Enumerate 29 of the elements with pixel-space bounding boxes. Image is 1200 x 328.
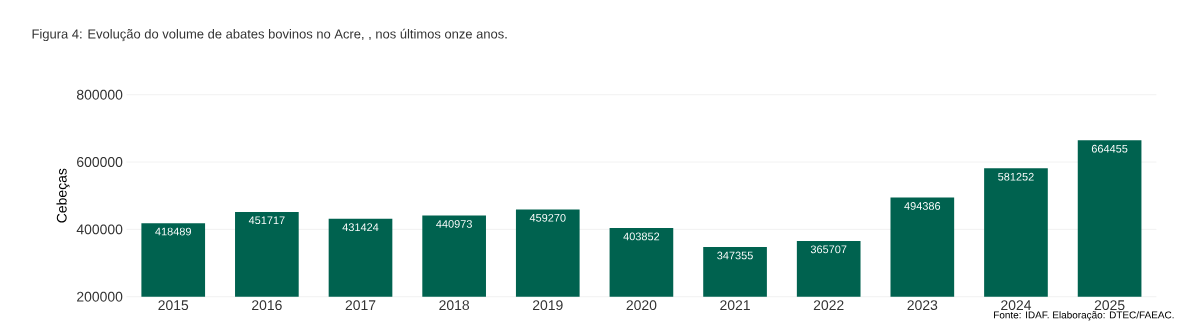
data-label: 365707	[810, 245, 847, 254]
x-tick-label: 2024	[1001, 300, 1032, 311]
y-tick-label: 600000	[77, 157, 123, 167]
x-tick-label: 2015	[158, 300, 189, 311]
data-label: 664455	[1091, 144, 1128, 153]
data-label: 440973	[436, 220, 472, 228]
x-tick-label: 2023	[907, 300, 938, 311]
x-tick-label: 2021	[720, 300, 750, 311]
data-label: 581252	[998, 172, 1034, 181]
y-tick-label: 200000	[77, 291, 123, 302]
x-tick-label: 2025	[1094, 300, 1125, 311]
data-label: 431424	[342, 223, 379, 232]
y-tick-label: 800000	[76, 89, 123, 100]
x-tick-label: 2019	[532, 300, 563, 311]
x-tick-label: 2016	[252, 300, 282, 311]
data-label: 459270	[529, 213, 566, 222]
data-label: 347355	[717, 251, 753, 260]
x-tick-label: 2018	[439, 300, 470, 311]
data-label: 494386	[904, 202, 941, 210]
data-label: 403852	[623, 232, 660, 241]
x-tick-label: 2017	[345, 300, 376, 311]
source-note: Fonte: IDAF. Elaboração: DTEC/FAEAC.	[994, 311, 1174, 321]
x-tick-label: 2020	[626, 300, 657, 311]
y-axis-title: Cebeças	[56, 168, 70, 223]
data-label: 418489	[155, 227, 191, 236]
data-label: 451717	[248, 216, 285, 225]
y-tick-label: 400000	[76, 224, 123, 235]
x-tick-label: 2022	[813, 300, 844, 311]
chart-title: Figura 4: Evolução do volume de abates bovinos no Acre, , nos últimos onze anos.	[32, 28, 507, 42]
